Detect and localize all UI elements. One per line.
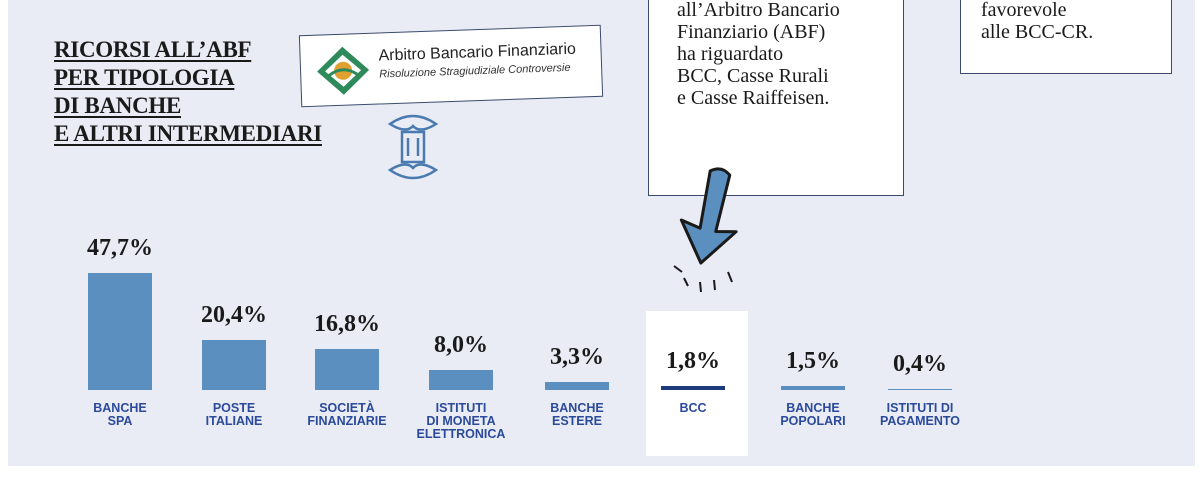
bar (545, 381, 609, 390)
bar (315, 348, 379, 390)
logo-icon (317, 46, 370, 95)
logo-box: Arbitro Bancario Finanziario Risoluzione… (298, 24, 604, 108)
value-label: 20,4% (201, 302, 267, 329)
category-label: BANCHE ESTERE (550, 401, 604, 428)
value-label: 0,4% (893, 351, 947, 378)
value-label: 1,5% (786, 348, 840, 375)
category-label: ISTITUTI DI PAGAMENTO (879, 401, 961, 428)
bar (888, 389, 952, 390)
bank-emblem (387, 114, 439, 180)
callout-box: favorevole alle BCC-CR. (960, 0, 1172, 74)
bar (429, 370, 493, 390)
arrow (673, 167, 738, 293)
value-label: 8,0% (434, 332, 488, 359)
category-label: POSTE ITALIANE (205, 401, 263, 428)
logo-subtitle: Risoluzione Stragiudiziale Controversie (379, 61, 571, 81)
category-label: SOCIETÀ FINANZIARIE (307, 401, 387, 428)
bar (202, 340, 266, 390)
bar (781, 386, 845, 390)
value-label: 1,8% (666, 347, 720, 374)
highlight-box (646, 311, 748, 456)
value-label: 47,7% (87, 235, 153, 262)
callout-box: all’Arbitro Bancario Finanziario (ABF) h… (648, 0, 904, 196)
category-label: BANCHE SPA (93, 401, 147, 428)
category-label: BANCHE POPOLARI (780, 401, 846, 428)
bar (88, 273, 152, 390)
title: RICORSI ALL’ABF PER TIPOLOGIA DI BANCHE … (54, 37, 322, 146)
value-label: 16,8% (314, 310, 380, 337)
value-label: 3,3% (550, 343, 604, 370)
bar (661, 385, 725, 390)
category-label: ISTITUTI DI MONETA ELETTRONICA (416, 401, 506, 441)
category-label: BCC (679, 401, 707, 415)
